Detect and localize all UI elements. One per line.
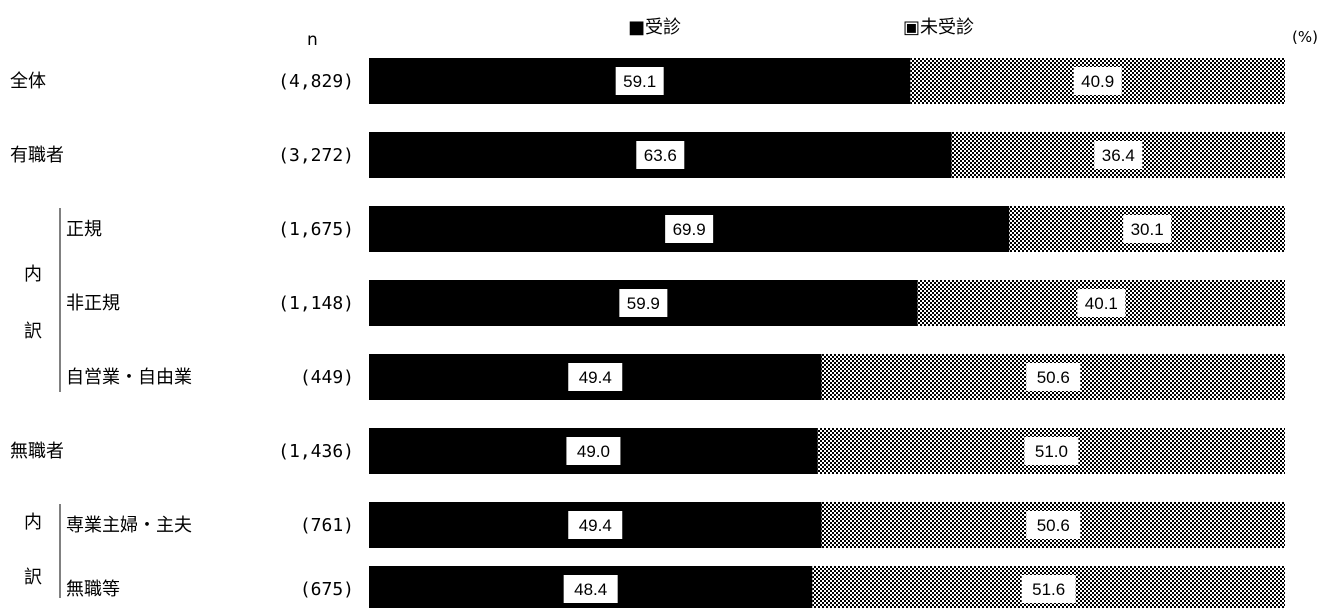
data-label-box — [563, 575, 618, 603]
data-label-box — [1073, 67, 1122, 95]
data-label: 30.1 — [1131, 220, 1164, 239]
n-value: (1,148) — [278, 293, 354, 314]
data-label-box — [568, 363, 623, 391]
data-label-box — [1021, 575, 1076, 603]
n-column-header: n — [307, 30, 318, 50]
category-label: 有職者 — [10, 145, 64, 166]
n-value: (675) — [300, 579, 354, 600]
data-label-box — [619, 289, 668, 317]
category-label: 無職者 — [10, 441, 64, 462]
data-label: 48.4 — [574, 580, 607, 599]
group-label-1-char-2: 訳 — [24, 321, 42, 342]
data-label: 69.9 — [673, 220, 706, 239]
category-label: 無職等 — [66, 579, 120, 600]
n-value: (1,675) — [278, 219, 354, 240]
category-label: 専業主婦・主夫 — [66, 515, 192, 536]
category-label: 全体 — [10, 71, 46, 92]
data-label-box — [1123, 215, 1172, 243]
unit-label: (%) — [1292, 28, 1318, 46]
data-label: 51.6 — [1032, 580, 1065, 599]
data-label: 36.4 — [1102, 146, 1135, 165]
data-label-box — [665, 215, 714, 243]
bars: 全体 (4,829) 59.1 40.9 有職者 (3,272) 63.6 36.4 正規 (1,… — [10, 58, 1285, 608]
data-label: 50.6 — [1037, 516, 1070, 535]
category-label: 自営業・自由業 — [66, 367, 192, 388]
data-label-box — [1094, 141, 1143, 169]
n-value: (449) — [300, 367, 354, 388]
data-label: 50.6 — [1037, 368, 1070, 387]
data-label-box — [568, 511, 623, 539]
data-label-box — [636, 141, 685, 169]
legend-item-jushin: ■受診 — [628, 17, 681, 38]
data-label-box — [1026, 363, 1081, 391]
legend: ■受診 ▣未受診 — [628, 17, 974, 38]
n-value: (1,436) — [278, 441, 354, 462]
data-label: 40.1 — [1085, 294, 1118, 313]
data-label: 40.9 — [1081, 72, 1114, 91]
category-label: 非正規 — [66, 293, 120, 314]
data-label: 59.1 — [623, 72, 656, 91]
data-label-box — [566, 437, 621, 465]
legend-item-mijushin: ▣未受診 — [903, 17, 974, 38]
data-label-box — [1077, 289, 1126, 317]
category-label: 正規 — [66, 219, 102, 240]
data-label: 51.0 — [1035, 442, 1068, 461]
data-label: 49.0 — [577, 442, 610, 461]
data-label: 49.4 — [579, 368, 612, 387]
group-label-2-char-1: 内 — [24, 512, 42, 533]
data-label: 59.9 — [627, 294, 660, 313]
data-label-box — [1024, 437, 1079, 465]
n-value: (4,829) — [278, 71, 354, 92]
group-label-2-char-2: 訳 — [24, 567, 42, 588]
n-value: (761) — [300, 515, 354, 536]
data-label-box — [615, 67, 664, 95]
data-label: 63.6 — [644, 146, 677, 165]
group-label-1-char-1: 内 — [24, 264, 42, 285]
data-label-box — [1026, 511, 1081, 539]
n-value: (3,272) — [278, 145, 354, 166]
data-label: 49.4 — [579, 516, 612, 535]
